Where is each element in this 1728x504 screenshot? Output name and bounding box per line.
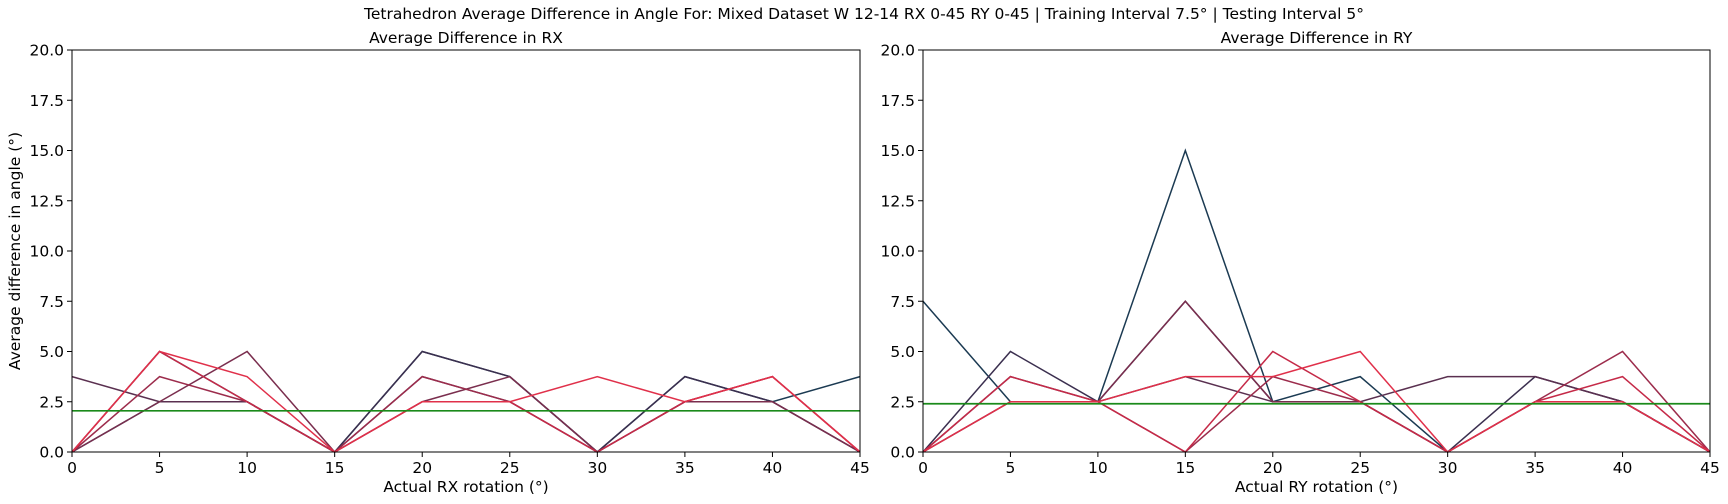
ry-x-tick-label-40: 40 [1613, 459, 1633, 477]
ry-y-tick-label-10-0: 10.0 [880, 243, 915, 261]
rx-x-tick-label-10: 10 [237, 459, 257, 477]
rx-y-tick-label-7-5: 7.5 [39, 293, 64, 311]
rx-y-tick-label-20-0: 20.0 [29, 42, 64, 60]
rx-x-tick-label-25: 25 [500, 459, 520, 477]
ry-x-tick-label-25: 25 [1350, 459, 1370, 477]
rx-series-line-7 [71, 350, 861, 453]
ry-y-tick-label-15-0: 15.0 [880, 142, 915, 160]
rx-y-tick-label-0-0: 0.0 [39, 444, 64, 462]
rx-y-tick-label-10-0: 10.0 [29, 243, 64, 261]
ry-y-tick-label-0-0: 0.0 [890, 444, 915, 462]
ry-series-line-3 [922, 375, 1711, 453]
rx-y-tick-label-5-0: 5.0 [39, 343, 64, 361]
ry-y-tick-label-5-0: 5.0 [890, 343, 915, 361]
ry-y-tick-label-12-5: 12.5 [880, 192, 915, 210]
rx-x-tick-label-45: 45 [850, 459, 870, 477]
ry-x-tick-label-30: 30 [1438, 459, 1458, 477]
ry-x-axis-label: Actual RY rotation (°) [1235, 478, 1398, 496]
ry-series-line-6 [922, 350, 1711, 453]
rx-x-tick-label-5: 5 [155, 459, 165, 477]
rx-y-tick-label-17-5: 17.5 [29, 92, 64, 110]
ry-x-tick-label-15: 15 [1175, 459, 1195, 477]
rx-x-axis-label: Actual RX rotation (°) [383, 478, 548, 496]
rx-x-tick-label-0: 0 [67, 459, 77, 477]
rx-x-tick-label-40: 40 [763, 459, 783, 477]
rx-x-tick-label-20: 20 [412, 459, 432, 477]
ry-x-tick-label-10: 10 [1088, 459, 1108, 477]
rx-y-axis-label: Average difference in angle (°) [6, 132, 24, 370]
rx-x-tick-label-35: 35 [675, 459, 695, 477]
ry-y-tick-label-20-0: 20.0 [880, 42, 915, 60]
rx-x-tick-label-15: 15 [325, 459, 345, 477]
rx-x-tick-label-30: 30 [587, 459, 607, 477]
rx-chart-title: Average Difference in RX [369, 29, 563, 47]
ry-x-tick-label-5: 5 [1006, 459, 1016, 477]
ry-series-line-1 [922, 148, 1711, 453]
ry-y-tick-label-17-5: 17.5 [880, 92, 915, 110]
ry-y-tick-label-2-5: 2.5 [890, 393, 915, 411]
ry-x-tick-label-35: 35 [1525, 459, 1545, 477]
rx-y-tick-label-12-5: 12.5 [29, 192, 64, 210]
rx-y-tick-label-15-0: 15.0 [29, 142, 64, 160]
ry-y-tick-label-7-5: 7.5 [890, 293, 915, 311]
figure-title: Tetrahedron Average Difference in Angle … [364, 5, 1364, 23]
ry-chart-title: Average Difference in RY [1221, 29, 1413, 47]
ry-axes-frame [922, 49, 1711, 453]
ry-x-tick-label-0: 0 [918, 459, 928, 477]
rx-y-tick-label-2-5: 2.5 [39, 393, 64, 411]
ry-series-line-7 [922, 350, 1711, 453]
ry-x-tick-label-45: 45 [1700, 459, 1720, 477]
ry-x-tick-label-20: 20 [1263, 459, 1283, 477]
